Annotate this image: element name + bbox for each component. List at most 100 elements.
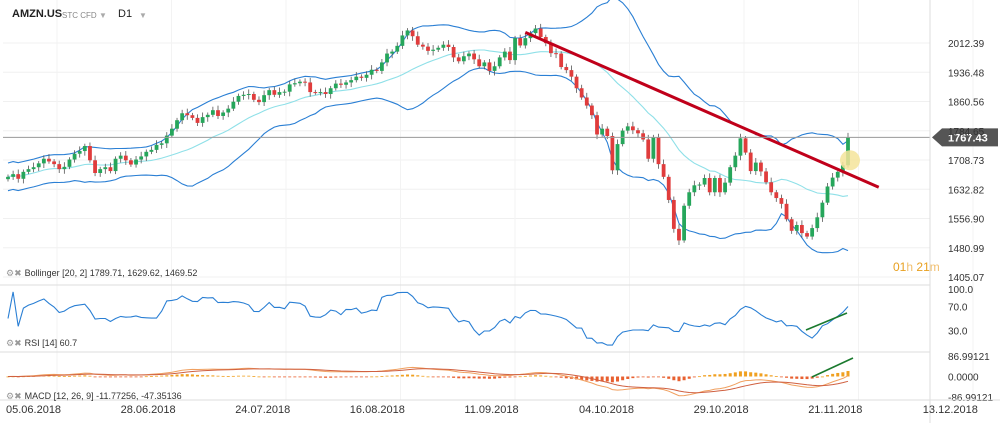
- candle: [784, 203, 789, 220]
- rsi-tick-label: 100.0: [948, 285, 973, 296]
- macd-histogram-bar: [247, 375, 251, 377]
- candle: [426, 46, 430, 51]
- chevron-down-icon[interactable]: ▼: [99, 11, 107, 20]
- macd-histogram-bar: [605, 376, 609, 382]
- candle: [461, 56, 466, 62]
- candle: [718, 178, 722, 193]
- candle: [584, 97, 589, 106]
- macd-histogram-bar: [800, 376, 804, 380]
- macd-histogram-bar: [487, 376, 491, 379]
- macd-histogram-bar: [313, 376, 317, 378]
- bollinger-upper: [7, 0, 849, 164]
- candle: [339, 83, 343, 85]
- macd-histogram-bar: [426, 376, 430, 378]
- macd-histogram-bar: [231, 375, 235, 377]
- candle: [349, 80, 354, 83]
- macd-histogram-bar: [134, 376, 138, 378]
- candle: [564, 67, 569, 71]
- candle: [712, 178, 717, 193]
- settings-icon[interactable]: ⚙✖: [6, 391, 22, 401]
- macd-histogram-bar: [272, 376, 276, 378]
- macd-histogram-bar: [493, 376, 497, 379]
- candle: [287, 84, 292, 92]
- candle: [164, 135, 169, 144]
- macd-histogram-bar: [431, 376, 435, 378]
- candles: [6, 23, 850, 246]
- candle: [47, 158, 51, 162]
- macd-histogram-bar: [298, 376, 302, 378]
- candle: [369, 69, 374, 75]
- macd-histogram-bar: [713, 374, 717, 377]
- rsi-tick-label: 30.0: [948, 326, 968, 337]
- macd-histogram-bar: [124, 376, 128, 378]
- symbol-title[interactable]: AMZN.US: [12, 8, 63, 20]
- candle: [308, 82, 313, 93]
- candle: [385, 53, 389, 63]
- macd-histogram-bar: [636, 376, 640, 378]
- macd-histogram-bar: [754, 372, 758, 377]
- bollinger-lower: [7, 67, 849, 254]
- timeframe-selector[interactable]: D1: [118, 8, 133, 20]
- macd-histogram-bar: [385, 375, 389, 377]
- macd-histogram-bar: [703, 375, 707, 377]
- candle: [395, 45, 400, 52]
- macd-divergence-line: [811, 357, 854, 378]
- price-tick-label: 1405.07: [948, 273, 985, 284]
- candle: [180, 113, 185, 121]
- candle: [200, 117, 205, 123]
- macd-histogram-bar: [452, 376, 456, 378]
- macd-histogram-bar: [390, 375, 394, 377]
- candle: [682, 205, 686, 241]
- candle: [630, 126, 635, 131]
- candle: [646, 139, 651, 159]
- macd-histogram-bar: [585, 376, 589, 381]
- macd-histogram-bar: [779, 376, 783, 378]
- price-tick-label: 1632.82: [948, 185, 985, 196]
- macd-tick-label: 86.99121: [948, 352, 990, 363]
- macd-histogram-bar: [738, 371, 742, 377]
- candle: [569, 70, 574, 77]
- candle: [518, 38, 523, 46]
- candle: [559, 53, 564, 68]
- macd-histogram-bar: [544, 375, 548, 377]
- settings-icon[interactable]: ⚙✖: [6, 338, 22, 348]
- chevron-down-icon[interactable]: ▼: [139, 11, 147, 20]
- macd-histogram-bar: [88, 375, 92, 377]
- macd-histogram-bar: [211, 375, 215, 377]
- candle: [840, 165, 845, 172]
- macd-histogram-bar: [170, 374, 174, 377]
- candle: [651, 137, 656, 159]
- candle: [738, 138, 743, 156]
- candle: [236, 95, 241, 102]
- settings-icon[interactable]: ⚙✖: [6, 268, 22, 278]
- rsi-label[interactable]: ⚙✖ RSI [14] 60.7: [6, 338, 78, 348]
- macd-histogram-bar: [697, 376, 701, 378]
- trendline[interactable]: [524, 30, 880, 189]
- candle: [748, 152, 753, 172]
- highlight-marker: [840, 150, 860, 171]
- macd-histogram-bar: [513, 376, 517, 378]
- candle: [226, 108, 231, 113]
- macd-histogram-bar: [252, 376, 256, 377]
- candle: [743, 138, 748, 153]
- bollinger-label[interactable]: ⚙✖ Bollinger [20, 2] 1789.71, 1629.62, 14…: [6, 268, 198, 278]
- candle: [733, 155, 738, 168]
- candle: [779, 198, 784, 204]
- macd-histogram-bar: [728, 373, 732, 377]
- candle: [298, 81, 302, 84]
- macd-histogram-bar: [815, 376, 819, 378]
- macd-histogram-bar: [370, 376, 374, 378]
- candle: [456, 57, 461, 62]
- macd-histogram-bar: [67, 376, 71, 377]
- candle: [246, 94, 251, 96]
- macd-label[interactable]: ⚙✖ MACD [12, 26, 9] -11.77256, -47.35136: [6, 391, 182, 401]
- macd-histogram-bar: [236, 375, 240, 377]
- candle: [354, 76, 359, 81]
- candle: [251, 94, 256, 100]
- macd-histogram-bar: [472, 376, 476, 379]
- macd-histogram-bar: [564, 376, 568, 379]
- macd-histogram-bar: [457, 376, 461, 379]
- candle: [67, 159, 72, 167]
- macd-histogram-bar: [785, 376, 789, 378]
- macd-histogram-bar: [626, 376, 630, 379]
